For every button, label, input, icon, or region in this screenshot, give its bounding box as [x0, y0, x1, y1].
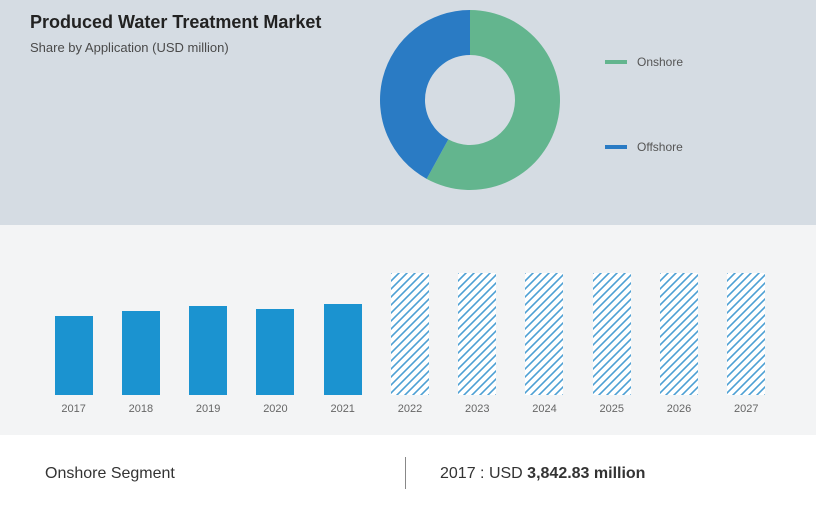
bar-2026 — [660, 273, 698, 396]
bar-column — [40, 255, 107, 395]
bar-2025 — [593, 273, 631, 396]
x-label: 2024 — [511, 403, 578, 415]
legend-label: Onshore — [637, 55, 683, 69]
footer-section: Onshore Segment 2017 : USD 3,842.83 mill… — [0, 435, 816, 525]
bar-2024 — [525, 273, 563, 396]
x-label: 2018 — [107, 403, 174, 415]
footer-divider — [405, 457, 406, 489]
bar-2022 — [391, 273, 429, 396]
legend-swatch — [605, 60, 627, 64]
bar-column — [578, 255, 645, 395]
page-title: Produced Water Treatment Market — [30, 12, 321, 33]
page-subtitle: Share by Application (USD million) — [30, 40, 229, 55]
bar-column — [511, 255, 578, 395]
donut-chart — [375, 5, 565, 200]
bar-2023 — [458, 273, 496, 396]
bar-column — [175, 255, 242, 395]
bar-2020 — [256, 309, 294, 395]
x-label: 2021 — [309, 403, 376, 415]
bar-2017 — [55, 316, 93, 395]
x-axis-labels: 2017201820192020202120222023202420252026… — [40, 403, 780, 415]
bar-column — [645, 255, 712, 395]
footer-amount: 3,842.83 million — [527, 465, 645, 482]
bar-column — [444, 255, 511, 395]
x-label: 2026 — [645, 403, 712, 415]
legend-item-onshore: Onshore — [605, 55, 683, 69]
legend-item-offshore: Offshore — [605, 140, 683, 154]
bar-column — [376, 255, 443, 395]
bar-chart-section: 2017201820192020202120222023202420252026… — [0, 225, 816, 435]
x-label: 2023 — [444, 403, 511, 415]
bar-column — [242, 255, 309, 395]
segment-label: Onshore Segment — [45, 465, 175, 483]
bar-2021 — [324, 304, 362, 395]
bar-column — [309, 255, 376, 395]
x-label: 2019 — [175, 403, 242, 415]
bar-2027 — [727, 273, 765, 396]
x-label: 2017 — [40, 403, 107, 415]
x-label: 2025 — [578, 403, 645, 415]
footer-value: 2017 : USD 3,842.83 million — [440, 465, 645, 483]
bar-column — [107, 255, 174, 395]
header-section: Produced Water Treatment Market Share by… — [0, 0, 816, 225]
legend-label: Offshore — [637, 140, 683, 154]
bar-2019 — [189, 306, 227, 395]
footer-year: 2017 — [440, 465, 476, 482]
footer-currency: USD — [489, 465, 523, 482]
bar-2018 — [122, 311, 160, 395]
x-label: 2022 — [376, 403, 443, 415]
x-label: 2027 — [713, 403, 780, 415]
legend-swatch — [605, 145, 627, 149]
bar-column — [713, 255, 780, 395]
bars-area — [40, 255, 780, 395]
x-label: 2020 — [242, 403, 309, 415]
